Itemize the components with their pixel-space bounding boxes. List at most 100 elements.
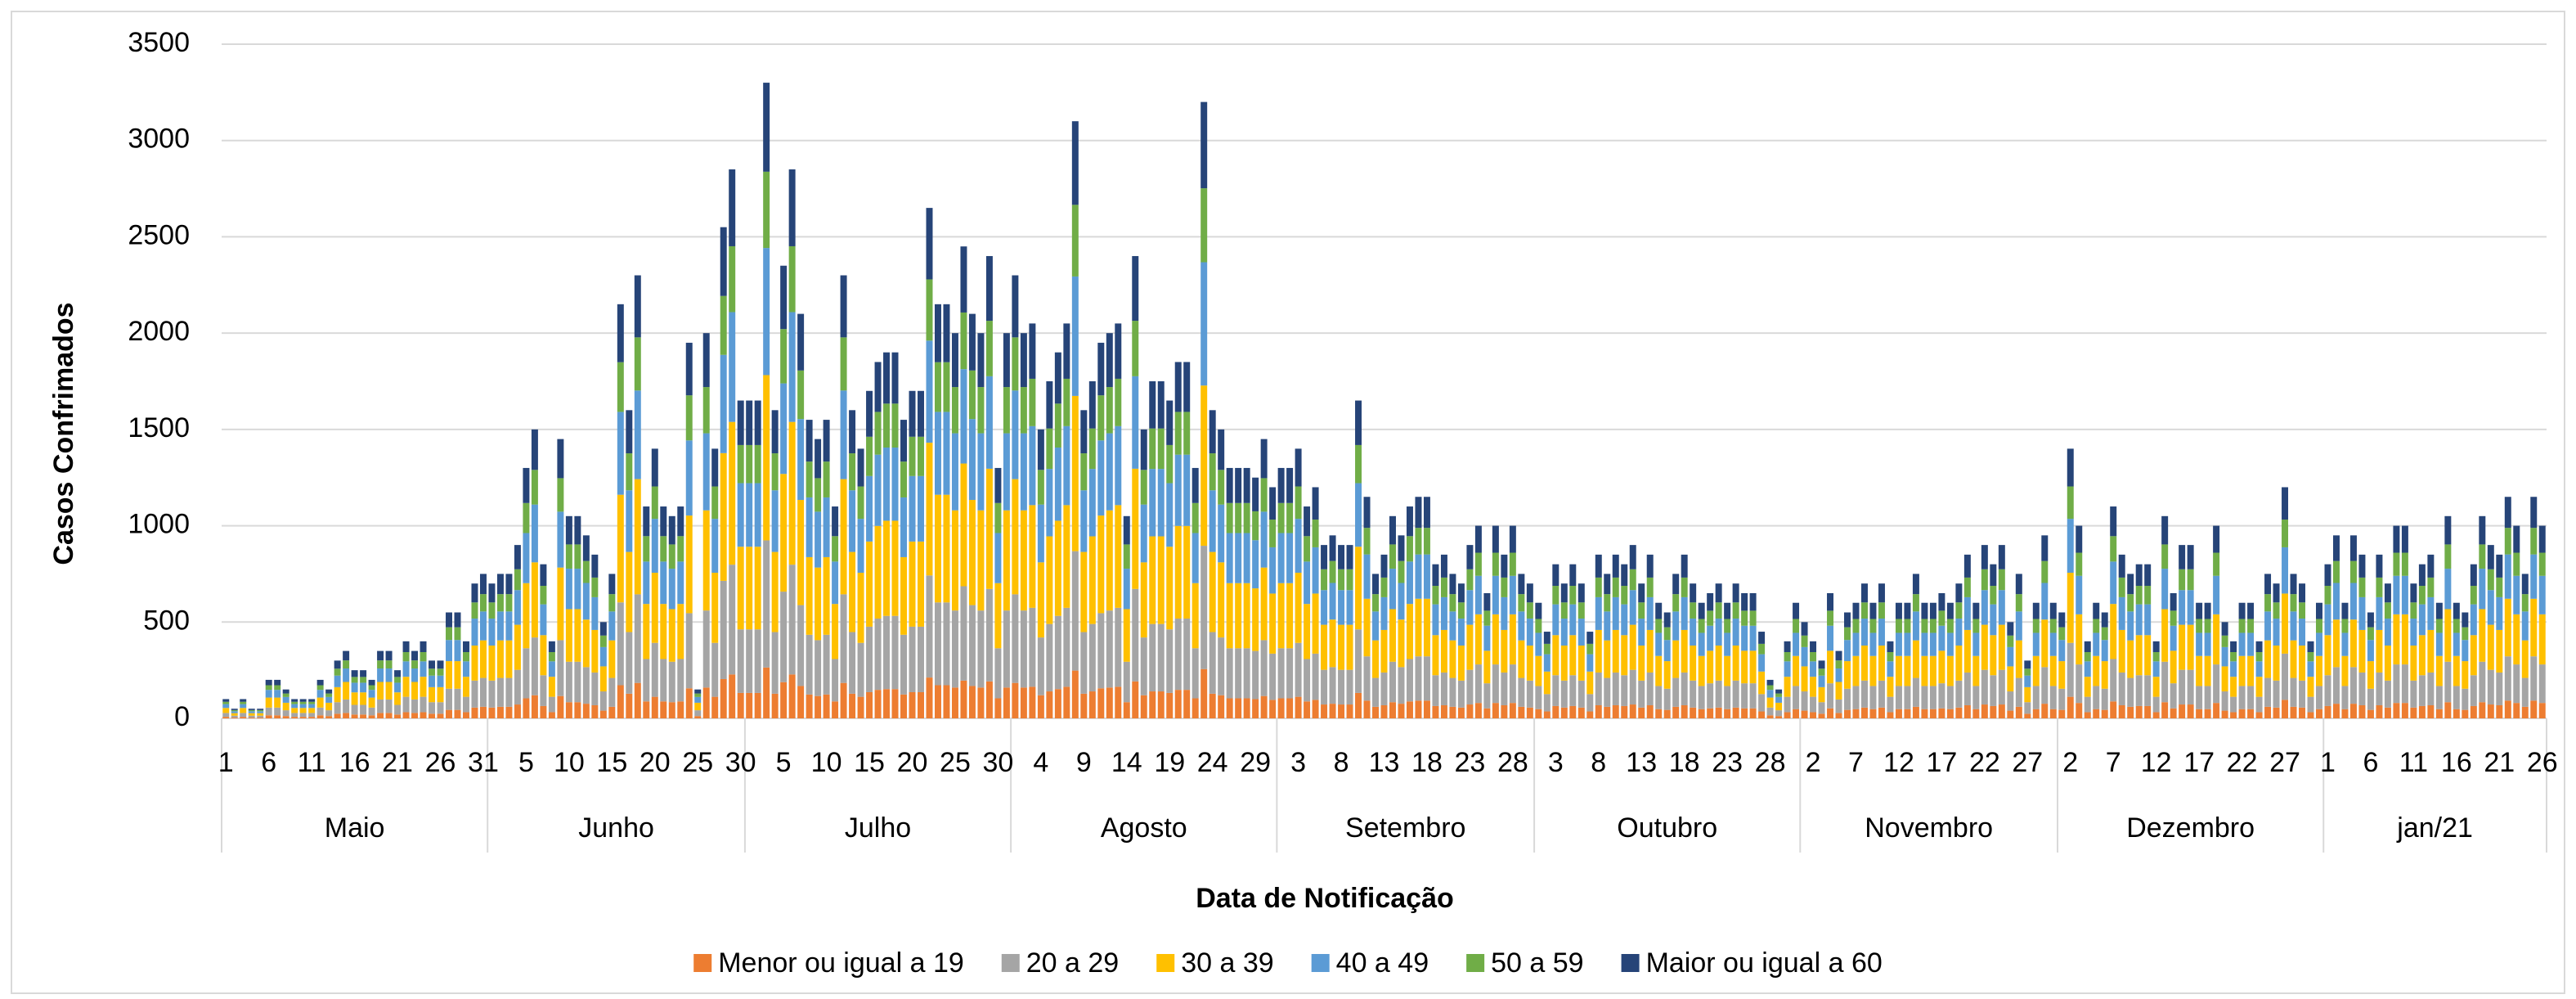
bar-segment (574, 544, 581, 569)
bar-segment (2384, 583, 2391, 603)
x-tick-label: 6 (261, 747, 276, 778)
bar-segment (694, 693, 702, 697)
bar-segment (446, 612, 452, 628)
bar-segment (1793, 655, 1800, 686)
bar-segment (1844, 627, 1851, 641)
bar-segment (2135, 564, 2143, 587)
x-tick-label: 17 (1926, 747, 1957, 778)
bar-segment (815, 439, 822, 479)
bar-segment (2307, 661, 2314, 677)
bar-segment (677, 506, 684, 537)
bar-segment (874, 454, 882, 526)
bar-segment (1560, 619, 1568, 646)
bar-segment (729, 245, 736, 313)
bar-segment (840, 390, 847, 479)
bar-segment (2376, 577, 2383, 597)
bar-segment (282, 689, 289, 694)
bar-segment (2487, 590, 2494, 625)
bar-segment (1663, 688, 1671, 710)
bar-segment (411, 699, 419, 713)
bar-segment (240, 713, 247, 718)
bar-segment (496, 594, 504, 612)
bar-segment (1810, 677, 1817, 697)
bar-segment (463, 712, 469, 718)
bar-segment (248, 709, 255, 712)
bar-segment (2179, 669, 2186, 705)
bar-segment (231, 715, 238, 718)
bar-segment (523, 502, 530, 533)
bar-segment (694, 689, 702, 694)
bar-segment (1363, 497, 1371, 529)
bar-segment (1012, 390, 1019, 479)
legend-label: Menor ou igual a 19 (718, 947, 964, 979)
bar-segment (282, 693, 289, 697)
x-tick-label: 16 (339, 747, 370, 778)
bar-segment (299, 699, 307, 702)
bar-segment (1166, 444, 1174, 484)
bar-segment (815, 478, 822, 512)
bar-segment (1766, 707, 1774, 716)
bar-segment (857, 573, 864, 643)
bar-segment (2538, 525, 2546, 553)
bar-segment (694, 710, 702, 717)
bar-segment (308, 704, 316, 709)
x-tick-label: 29 (1240, 747, 1271, 778)
bar-segment (2367, 688, 2374, 710)
bar-segment (1269, 653, 1277, 700)
bar-segment (1080, 490, 1088, 552)
bar-segment (711, 486, 719, 520)
bar-segment (2110, 604, 2117, 659)
bar-segment (918, 691, 924, 718)
x-tick-label: 27 (2269, 747, 2300, 778)
bar-segment (1577, 707, 1585, 718)
bar-segment (2358, 596, 2366, 630)
bar-segment (1629, 624, 1636, 670)
bar-segment (1020, 433, 1027, 511)
bar-segment (1929, 632, 1936, 656)
bar-segment (943, 362, 950, 412)
bar-segment (316, 697, 324, 708)
bar-segment (832, 506, 839, 537)
bar-segment (2470, 635, 2477, 676)
bar-segment (943, 602, 950, 686)
bar-segment (720, 227, 727, 296)
bar-segment (2076, 703, 2083, 718)
bar-segment (1226, 583, 1233, 649)
bar-segment (2187, 569, 2194, 591)
bar-segment (1054, 689, 1061, 718)
bar-segment (1466, 669, 1474, 705)
bar-segment (1784, 652, 1791, 662)
bar-segment (591, 672, 599, 705)
bar-segment (1020, 610, 1027, 688)
bar-segment (2427, 554, 2435, 578)
bar-segment (1286, 583, 1294, 649)
bar-segment (1338, 704, 1345, 718)
bar-segment (1269, 547, 1277, 594)
bar-segment (874, 690, 882, 718)
bar-segment (1681, 629, 1688, 673)
bar-segment (1775, 710, 1783, 717)
bar-segment (1535, 686, 1542, 709)
bar-segment (402, 696, 410, 713)
bar-segment (711, 642, 719, 697)
bar-segment (479, 706, 487, 718)
bar-segment (968, 370, 976, 420)
bar-segment (1295, 519, 1302, 574)
bar-segment (2255, 696, 2263, 713)
bar-segment (960, 246, 967, 313)
bar-segment (420, 641, 427, 653)
bar-segment (1252, 477, 1259, 511)
bar-segment (2376, 554, 2383, 578)
bar-segment (2041, 583, 2049, 620)
bar-segment (2247, 632, 2255, 656)
bar-segment (1604, 706, 1611, 718)
bar-segment (463, 696, 469, 713)
bar-segment (1346, 704, 1353, 718)
bar-segment (1793, 602, 1800, 619)
bar-segment (977, 333, 985, 388)
bar-segment (1321, 569, 1328, 591)
bar-segment (2418, 564, 2426, 587)
bar-segment (488, 583, 496, 603)
bar-segment (343, 699, 350, 713)
bar-segment (1963, 554, 1971, 578)
